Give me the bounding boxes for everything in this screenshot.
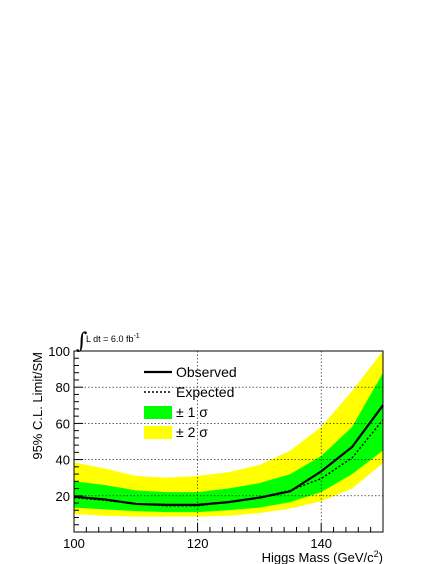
x-tick-label: 120 <box>187 536 209 551</box>
legend-label: Expected <box>176 384 234 400</box>
luminosity-unit-sup: -1 <box>133 333 139 340</box>
integral-symbol: ∫ <box>76 329 88 354</box>
y-axis-label: 95% C.L. Limit/SM <box>30 352 45 460</box>
legend: Observed Expected ± 1 σ ± 2 σ <box>144 364 237 440</box>
legend-band-swatch <box>144 426 172 439</box>
luminosity-annotation: ∫ L dt = 6.0 fb-1 <box>76 329 140 354</box>
y-tick-label: 100 <box>48 344 70 359</box>
y-tick-label: 40 <box>56 453 70 468</box>
x-axis-label-sup: 2 <box>374 549 379 559</box>
lines-layer <box>73 404 384 507</box>
legend-band-swatch <box>144 406 172 419</box>
series-line-observed <box>73 404 384 506</box>
y-tick-label: 80 <box>56 380 70 395</box>
plot-frame <box>73 350 384 533</box>
legend-label: ± 2 σ <box>176 424 208 440</box>
y-tick-label: 60 <box>56 416 70 431</box>
bands-layer <box>74 351 383 517</box>
legend-label: Observed <box>176 364 237 380</box>
y-tick-label: 20 <box>56 489 70 504</box>
x-tick-label: 140 <box>310 536 332 551</box>
x-axis-label-close: ) <box>379 550 383 564</box>
x-tick-label: 100 <box>63 536 85 551</box>
band-1sigma <box>74 372 383 513</box>
luminosity-text: L dt = 6.0 fb-1 <box>86 333 140 344</box>
ticks-layer: 100 120 140 20 40 60 80 100 <box>48 344 384 551</box>
grid-layer <box>74 351 383 532</box>
x-axis-label: Higgs Mass (GeV/c2) <box>262 549 383 564</box>
legend-label: ± 1 σ <box>176 404 208 420</box>
